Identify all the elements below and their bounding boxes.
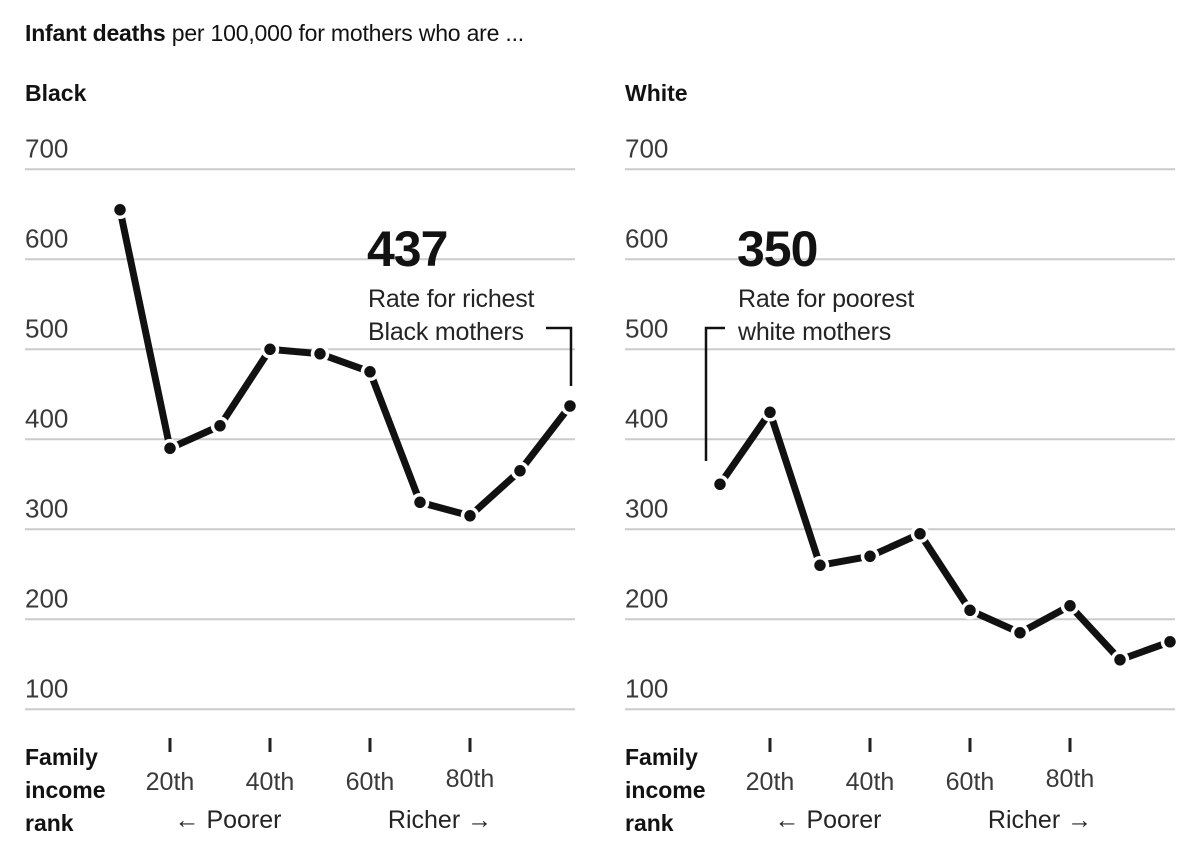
y-axis-label: 100 <box>625 673 668 703</box>
data-point <box>810 556 830 575</box>
annotation-value-white: 350 <box>737 221 818 277</box>
data-point <box>310 344 330 364</box>
data-point <box>1160 632 1180 652</box>
y-axis-label: 700 <box>25 133 68 163</box>
data-point <box>910 524 930 544</box>
white-line-chart: 700 600 500 400 300 200 100 <box>625 133 1180 752</box>
annotation-line2: white mothers <box>738 318 892 346</box>
y-axis-label: 300 <box>25 493 68 523</box>
x-axis-title-white: Family income rank <box>625 744 706 836</box>
x-tick-label-40th: 40th <box>845 768 895 796</box>
chart-title: Infant deaths per 100,000 for mothers wh… <box>25 20 524 47</box>
y-axis-label: 400 <box>25 403 68 433</box>
data-point <box>960 601 980 620</box>
data-point <box>410 493 430 512</box>
data-point <box>510 461 530 481</box>
x-tick-label-20th: 20th <box>145 768 195 796</box>
y-axis-label: 400 <box>625 403 668 433</box>
annotation-line1: Rate for poorest <box>738 285 915 313</box>
y-axis-label: 600 <box>25 223 68 253</box>
x-tick-label-20th: 20th <box>745 768 795 796</box>
y-axis-label: 700 <box>625 133 668 163</box>
x-tick-label-60th: 60th <box>345 768 395 796</box>
chart-title-bold: Infant deaths <box>25 20 166 46</box>
annotation-value-black: 437 <box>367 221 448 277</box>
y-axis-label: 300 <box>625 493 668 523</box>
chart-title-rest: per 100,000 for mothers who are ... <box>165 20 524 46</box>
annotation-text-white: Rate for poorest white mothers <box>738 283 914 349</box>
y-axis-label: 200 <box>25 583 68 613</box>
annotation-line1: Rate for richest <box>368 285 535 313</box>
data-point <box>710 475 730 494</box>
black-line-chart: 700 600 500 400 300 200 100 <box>25 133 580 752</box>
y-axis-label: 100 <box>25 673 68 703</box>
y-axis-label: 600 <box>625 223 668 253</box>
data-point <box>760 403 780 422</box>
poorer-label: ← Poorer <box>174 806 282 834</box>
annotation-text-black: Rate for richest Black mothers <box>368 283 535 349</box>
panel-black: 700 600 500 400 300 200 100 Black 437 Rate for… <box>25 80 580 836</box>
x-axis-title-black: Family income rank <box>25 744 106 836</box>
data-point <box>1010 623 1030 643</box>
annotation-callout-line <box>704 326 725 461</box>
annotation-line2: Black mothers <box>368 318 524 346</box>
panel-title-black: Black <box>25 80 87 106</box>
data-point <box>110 200 130 220</box>
data-point <box>1060 596 1080 616</box>
x-tick-label-80th: 80th <box>1045 765 1095 793</box>
richer-label: Richer → <box>387 806 493 834</box>
poorer-label: ← Poorer <box>774 806 882 834</box>
y-axis-label: 500 <box>25 313 68 343</box>
panel-white: 700 600 500 400 300 200 100 White 350 Rate for… <box>600 0 1200 864</box>
annotation-callout-line <box>546 326 573 386</box>
data-point <box>460 506 480 526</box>
richer-label: Richer → <box>987 806 1093 834</box>
y-axis-label: 200 <box>625 583 668 613</box>
x-tick-label-80th: 80th <box>445 765 495 793</box>
data-line <box>116 209 573 520</box>
data-point <box>360 362 380 382</box>
x-tick-label-60th: 60th <box>945 768 995 796</box>
data-line <box>717 404 1172 664</box>
data-point <box>560 396 580 416</box>
data-point <box>160 439 180 458</box>
data-point <box>1110 650 1130 670</box>
data-point <box>260 340 280 359</box>
y-axis-label: 500 <box>625 313 668 343</box>
data-point <box>860 547 880 566</box>
data-point <box>210 416 230 436</box>
x-tick-label-40th: 40th <box>245 768 295 796</box>
panel-title-white: White <box>625 80 688 106</box>
